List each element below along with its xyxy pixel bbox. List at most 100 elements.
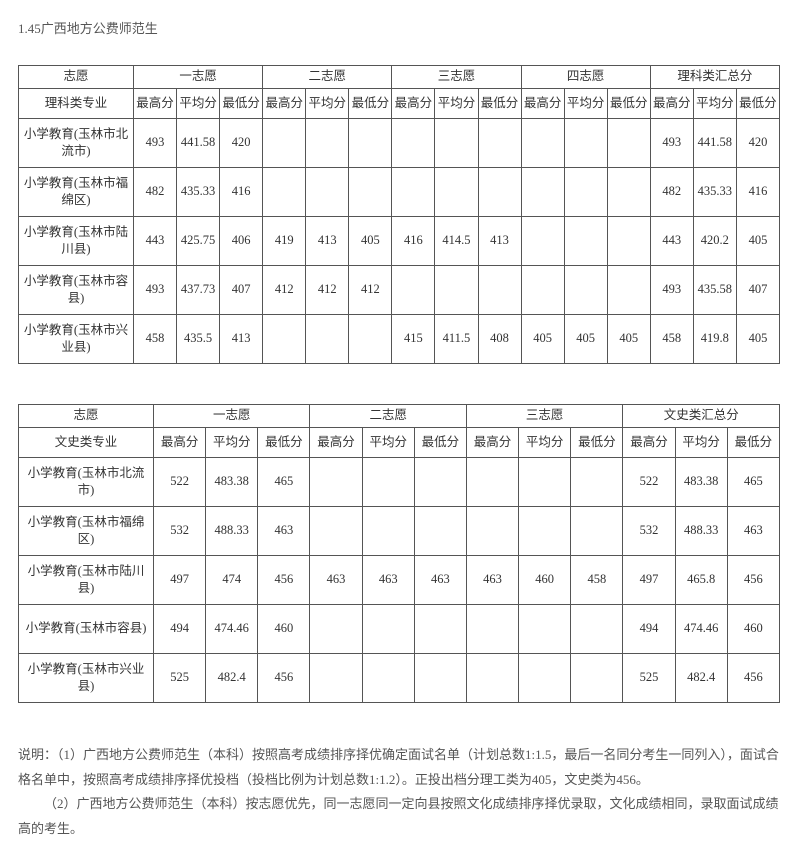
sub-max: 最高分 — [392, 88, 435, 119]
cell: 416 — [220, 168, 263, 217]
cell — [306, 119, 349, 168]
sub-min: 最低分 — [478, 88, 521, 119]
col-choice4: 四志愿 — [521, 66, 650, 89]
cell — [306, 168, 349, 217]
cell — [478, 266, 521, 315]
table-row: 小学教育(玉林市容县)494474.46460494474.46460 — [19, 605, 780, 654]
cell — [564, 168, 607, 217]
cell — [571, 654, 623, 703]
cell: 405 — [564, 315, 607, 364]
cell: 497 — [154, 556, 206, 605]
sub-max: 最高分 — [134, 88, 177, 119]
cell — [435, 119, 478, 168]
table-science: 志愿 一志愿 二志愿 三志愿 四志愿 理科类汇总分 理科类专业 最高分 平均分 … — [18, 65, 780, 364]
cell — [466, 458, 518, 507]
sub-min: 最低分 — [571, 427, 623, 458]
cell — [392, 168, 435, 217]
cell: 416 — [736, 168, 779, 217]
table-row: 小学教育(玉林市兴业县)525482.4456525482.4456 — [19, 654, 780, 703]
cell — [571, 605, 623, 654]
sub-avg: 平均分 — [206, 427, 258, 458]
cell — [466, 605, 518, 654]
col-choice3: 三志愿 — [392, 66, 521, 89]
cell: 408 — [478, 315, 521, 364]
cell: 522 — [154, 458, 206, 507]
table-row: 小学教育(玉林市陆川县)443425.75406419413405416414.… — [19, 217, 780, 266]
cell: 458 — [571, 556, 623, 605]
sub-min: 最低分 — [349, 88, 392, 119]
sub-min: 最低分 — [414, 427, 466, 458]
row-label: 小学教育(玉林市容县) — [19, 266, 134, 315]
cell — [607, 119, 650, 168]
sub-avg: 平均分 — [177, 88, 220, 119]
cell: 419.8 — [693, 315, 736, 364]
cell — [310, 507, 362, 556]
note-2: （2）广西地方公费师范生（本科）按志愿优先，同一志愿同一定向县按照文化成绩排序择… — [18, 792, 786, 841]
note-1: 说明：（1）广西地方公费师范生（本科）按照高考成绩排序择优确定面试名单（计划总数… — [18, 743, 786, 792]
cell — [607, 217, 650, 266]
table-header-row2: 文史类专业 最高分 平均分 最低分 最高分 平均分 最低分 最高分 平均分 最低… — [19, 427, 780, 458]
cell: 460 — [519, 556, 571, 605]
cell: 463 — [414, 556, 466, 605]
cell: 463 — [362, 556, 414, 605]
sub-min: 最低分 — [258, 427, 310, 458]
cell: 483.38 — [206, 458, 258, 507]
cell: 405 — [607, 315, 650, 364]
cell: 420 — [736, 119, 779, 168]
sub-avg: 平均分 — [435, 88, 478, 119]
cell: 482 — [134, 168, 177, 217]
cell: 456 — [258, 556, 310, 605]
cell — [571, 507, 623, 556]
row-label: 小学教育(玉林市兴业县) — [19, 315, 134, 364]
cell: 465 — [258, 458, 310, 507]
cell — [435, 266, 478, 315]
cell — [263, 119, 306, 168]
sub-max: 最高分 — [263, 88, 306, 119]
row-label: 小学教育(玉林市北流市) — [19, 119, 134, 168]
cell — [349, 119, 392, 168]
sub-min: 最低分 — [727, 427, 779, 458]
cell: 456 — [727, 556, 779, 605]
cell — [466, 507, 518, 556]
cell: 416 — [392, 217, 435, 266]
row-label: 小学教育(玉林市容县) — [19, 605, 154, 654]
cell: 413 — [220, 315, 263, 364]
cell — [362, 507, 414, 556]
cell: 435.33 — [177, 168, 220, 217]
cell: 458 — [134, 315, 177, 364]
cell: 474.46 — [675, 605, 727, 654]
cell: 497 — [623, 556, 675, 605]
cell: 456 — [727, 654, 779, 703]
cell: 493 — [134, 119, 177, 168]
cell: 407 — [220, 266, 263, 315]
cell: 522 — [623, 458, 675, 507]
cell — [519, 458, 571, 507]
cell: 488.33 — [206, 507, 258, 556]
cell — [414, 605, 466, 654]
cell: 435.33 — [693, 168, 736, 217]
cell — [607, 266, 650, 315]
cell — [349, 315, 392, 364]
cell: 443 — [650, 217, 693, 266]
sub-avg: 平均分 — [362, 427, 414, 458]
cell: 441.58 — [177, 119, 220, 168]
col-choice1: 一志愿 — [154, 405, 310, 428]
col-zhiyuan: 志愿 — [19, 405, 154, 428]
cell: 420 — [220, 119, 263, 168]
row-label: 小学教育(玉林市福绵区) — [19, 168, 134, 217]
cell: 419 — [263, 217, 306, 266]
cell: 463 — [466, 556, 518, 605]
row-label: 小学教育(玉林市兴业县) — [19, 654, 154, 703]
cell: 458 — [650, 315, 693, 364]
row-label: 小学教育(玉林市福绵区) — [19, 507, 154, 556]
cell — [362, 654, 414, 703]
cell — [519, 654, 571, 703]
cell: 525 — [154, 654, 206, 703]
cell — [362, 458, 414, 507]
sub-avg: 平均分 — [693, 88, 736, 119]
sub-max: 最高分 — [466, 427, 518, 458]
cell: 407 — [736, 266, 779, 315]
sub-min: 最低分 — [736, 88, 779, 119]
col-zhiyuan: 志愿 — [19, 66, 134, 89]
cell — [414, 654, 466, 703]
